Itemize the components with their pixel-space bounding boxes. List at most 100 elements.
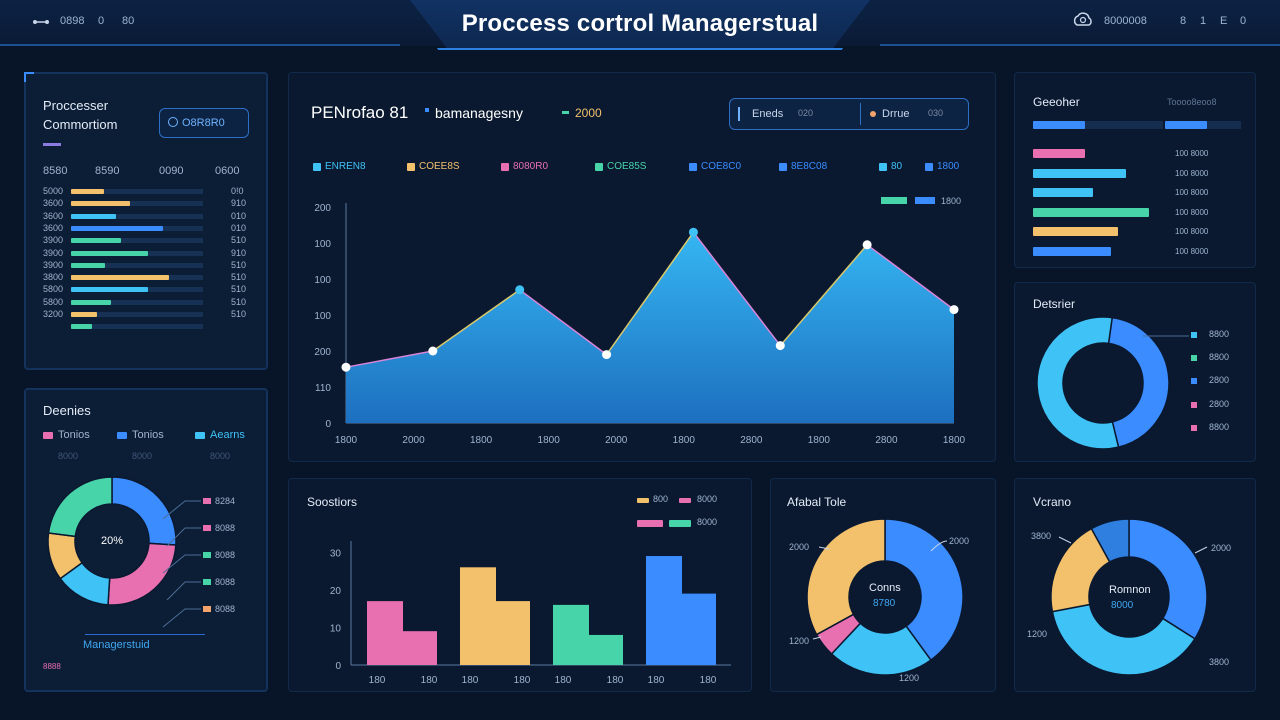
bar-short bbox=[403, 631, 437, 665]
process-row-bar bbox=[71, 225, 163, 231]
vcrano-donut-chart bbox=[1050, 518, 1208, 676]
process-row-track bbox=[71, 201, 203, 207]
header-divider-right bbox=[880, 44, 1280, 46]
settings-row-value: 100 8000 bbox=[1175, 227, 1209, 237]
x-tick-label: 2000 bbox=[605, 435, 628, 446]
settings-top-track bbox=[1033, 121, 1163, 129]
devices-legend-swatch bbox=[203, 498, 211, 504]
global-center-line2: 8780 bbox=[873, 598, 896, 609]
process-row-bar bbox=[71, 262, 105, 268]
vcrano-callout-1: 3800 bbox=[1031, 531, 1052, 541]
toggle-left-icon bbox=[738, 107, 748, 121]
x-tick-label: 1800 bbox=[808, 435, 831, 446]
process-title-line2: Commortiom bbox=[43, 117, 118, 132]
process-row-bar bbox=[71, 324, 92, 330]
global-center-line1: Conns bbox=[869, 582, 901, 594]
details-legend-label: 8800 bbox=[1209, 421, 1230, 432]
process-row-value: 510 bbox=[231, 284, 247, 295]
callout-line bbox=[166, 527, 201, 547]
settings-row-bar bbox=[1033, 168, 1126, 178]
header-divider-left bbox=[0, 44, 400, 46]
process-row-bar bbox=[71, 238, 121, 244]
toggle-right-label[interactable]: Drrue bbox=[882, 108, 910, 120]
bar-tall bbox=[646, 556, 682, 665]
area-line-segment bbox=[432, 289, 521, 352]
callout-line bbox=[812, 636, 822, 640]
main-legend-swatch bbox=[879, 163, 887, 171]
main-legend-label: 80 bbox=[891, 161, 903, 172]
process-row-track bbox=[71, 262, 203, 268]
bar-y-tick: 20 bbox=[330, 586, 342, 597]
process-row-label: 5800 bbox=[43, 296, 64, 307]
header-right-item-1[interactable]: 8 bbox=[1180, 15, 1187, 27]
title-plate bbox=[410, 0, 870, 48]
area-point bbox=[949, 305, 959, 315]
devices-panel: Deenies Tonios Tonios Aearns 8000 8000 8… bbox=[24, 388, 268, 692]
vcrano-callout-4: 3800 bbox=[1209, 657, 1230, 667]
main-chart-sub-value: 2000 bbox=[575, 106, 602, 120]
vcrano-title: Vcrano bbox=[1033, 495, 1072, 509]
details-legend-swatch bbox=[1191, 355, 1197, 362]
bullet-icon bbox=[425, 108, 429, 112]
header-menu-item-1[interactable]: 0898 bbox=[60, 15, 85, 27]
settings-row-bar bbox=[1033, 207, 1149, 217]
vcrano-panel: Vcrano Romnon 8000 3800 2000 1200 3800 bbox=[1014, 478, 1256, 692]
area-line-segment bbox=[779, 244, 868, 347]
area-point bbox=[341, 362, 351, 372]
process-row-bar bbox=[71, 201, 130, 207]
process-row-label: 3600 bbox=[43, 198, 64, 209]
header-right-item-3[interactable]: E bbox=[1220, 15, 1228, 27]
global-donut-slice bbox=[830, 622, 932, 676]
details-legend-swatch bbox=[1191, 378, 1197, 385]
header-menu-item-2[interactable]: 0‍ bbox=[98, 15, 105, 27]
legend-swatch bbox=[679, 498, 691, 503]
global-donut-slice bbox=[806, 518, 886, 636]
process-row-value: 510 bbox=[231, 296, 247, 307]
area-point bbox=[862, 240, 872, 250]
main-legend-swatch bbox=[689, 163, 697, 171]
devices-donut-chart: 20% 8284 8088 8088 8088 8088 bbox=[47, 476, 235, 628]
details-legend-swatch bbox=[1191, 332, 1197, 338]
area-chart: 0 110 200 100 100 100 200 1800 2000 1800 1800 2000 1… bbox=[314, 196, 965, 446]
toggle-divider bbox=[860, 103, 861, 125]
header-user-label[interactable]: 8000008 bbox=[1104, 15, 1147, 27]
callout-line bbox=[818, 546, 830, 550]
process-row-value: 010 bbox=[231, 222, 247, 233]
toggle-left-label[interactable]: Eneds bbox=[752, 108, 784, 120]
process-row-track bbox=[71, 299, 203, 305]
devices-subhead-1: 8000 bbox=[58, 451, 79, 461]
callout-line bbox=[1194, 546, 1208, 554]
settings-top-bar bbox=[1033, 121, 1085, 129]
callout-line bbox=[930, 540, 948, 552]
process-row-track bbox=[71, 312, 203, 317]
callout-line bbox=[1058, 536, 1072, 544]
header-menu-item-3[interactable]: 80 bbox=[122, 15, 135, 27]
x-tick-label: 1800 bbox=[673, 435, 696, 446]
nav-dots-icon[interactable] bbox=[32, 14, 50, 32]
process-row-label: 3900 bbox=[43, 259, 64, 270]
vcrano-callout-3: 1200 bbox=[1027, 629, 1048, 639]
process-title-line1: Proccesser bbox=[43, 98, 109, 113]
bar-short bbox=[682, 593, 716, 665]
global-donut-chart bbox=[806, 518, 964, 676]
main-legend-swatch bbox=[925, 163, 933, 171]
settings-row-value: 100 8000 bbox=[1175, 247, 1209, 256]
header-right-item-2[interactable]: 1 bbox=[1200, 15, 1207, 27]
y-tick-label: 200 bbox=[314, 203, 331, 214]
x-tick-label: 2800 bbox=[740, 435, 763, 446]
bar-x-tick: 180 bbox=[700, 675, 717, 686]
bar-x-tick: 180 bbox=[607, 675, 624, 686]
col-header-2: 8590 bbox=[95, 165, 120, 177]
bar-tall bbox=[367, 601, 403, 665]
header-right-item-4[interactable]: 0 bbox=[1240, 15, 1247, 27]
process-action-button[interactable]: O8R8R0 bbox=[159, 108, 249, 138]
area-point bbox=[428, 346, 438, 356]
app-title: Proccess cortrol Managerstual bbox=[461, 10, 819, 37]
range-toggle[interactable]: Eneds 020 Drrue 030 bbox=[729, 98, 969, 130]
cloud-user-icon[interactable] bbox=[1072, 11, 1094, 34]
devices-legend-3: Aearns bbox=[210, 429, 245, 441]
settings-title: Geeoher bbox=[1033, 95, 1080, 109]
process-row-label: 3900 bbox=[43, 235, 64, 246]
main-legend-swatch bbox=[501, 163, 509, 171]
process-row-value: 510 bbox=[231, 272, 247, 283]
